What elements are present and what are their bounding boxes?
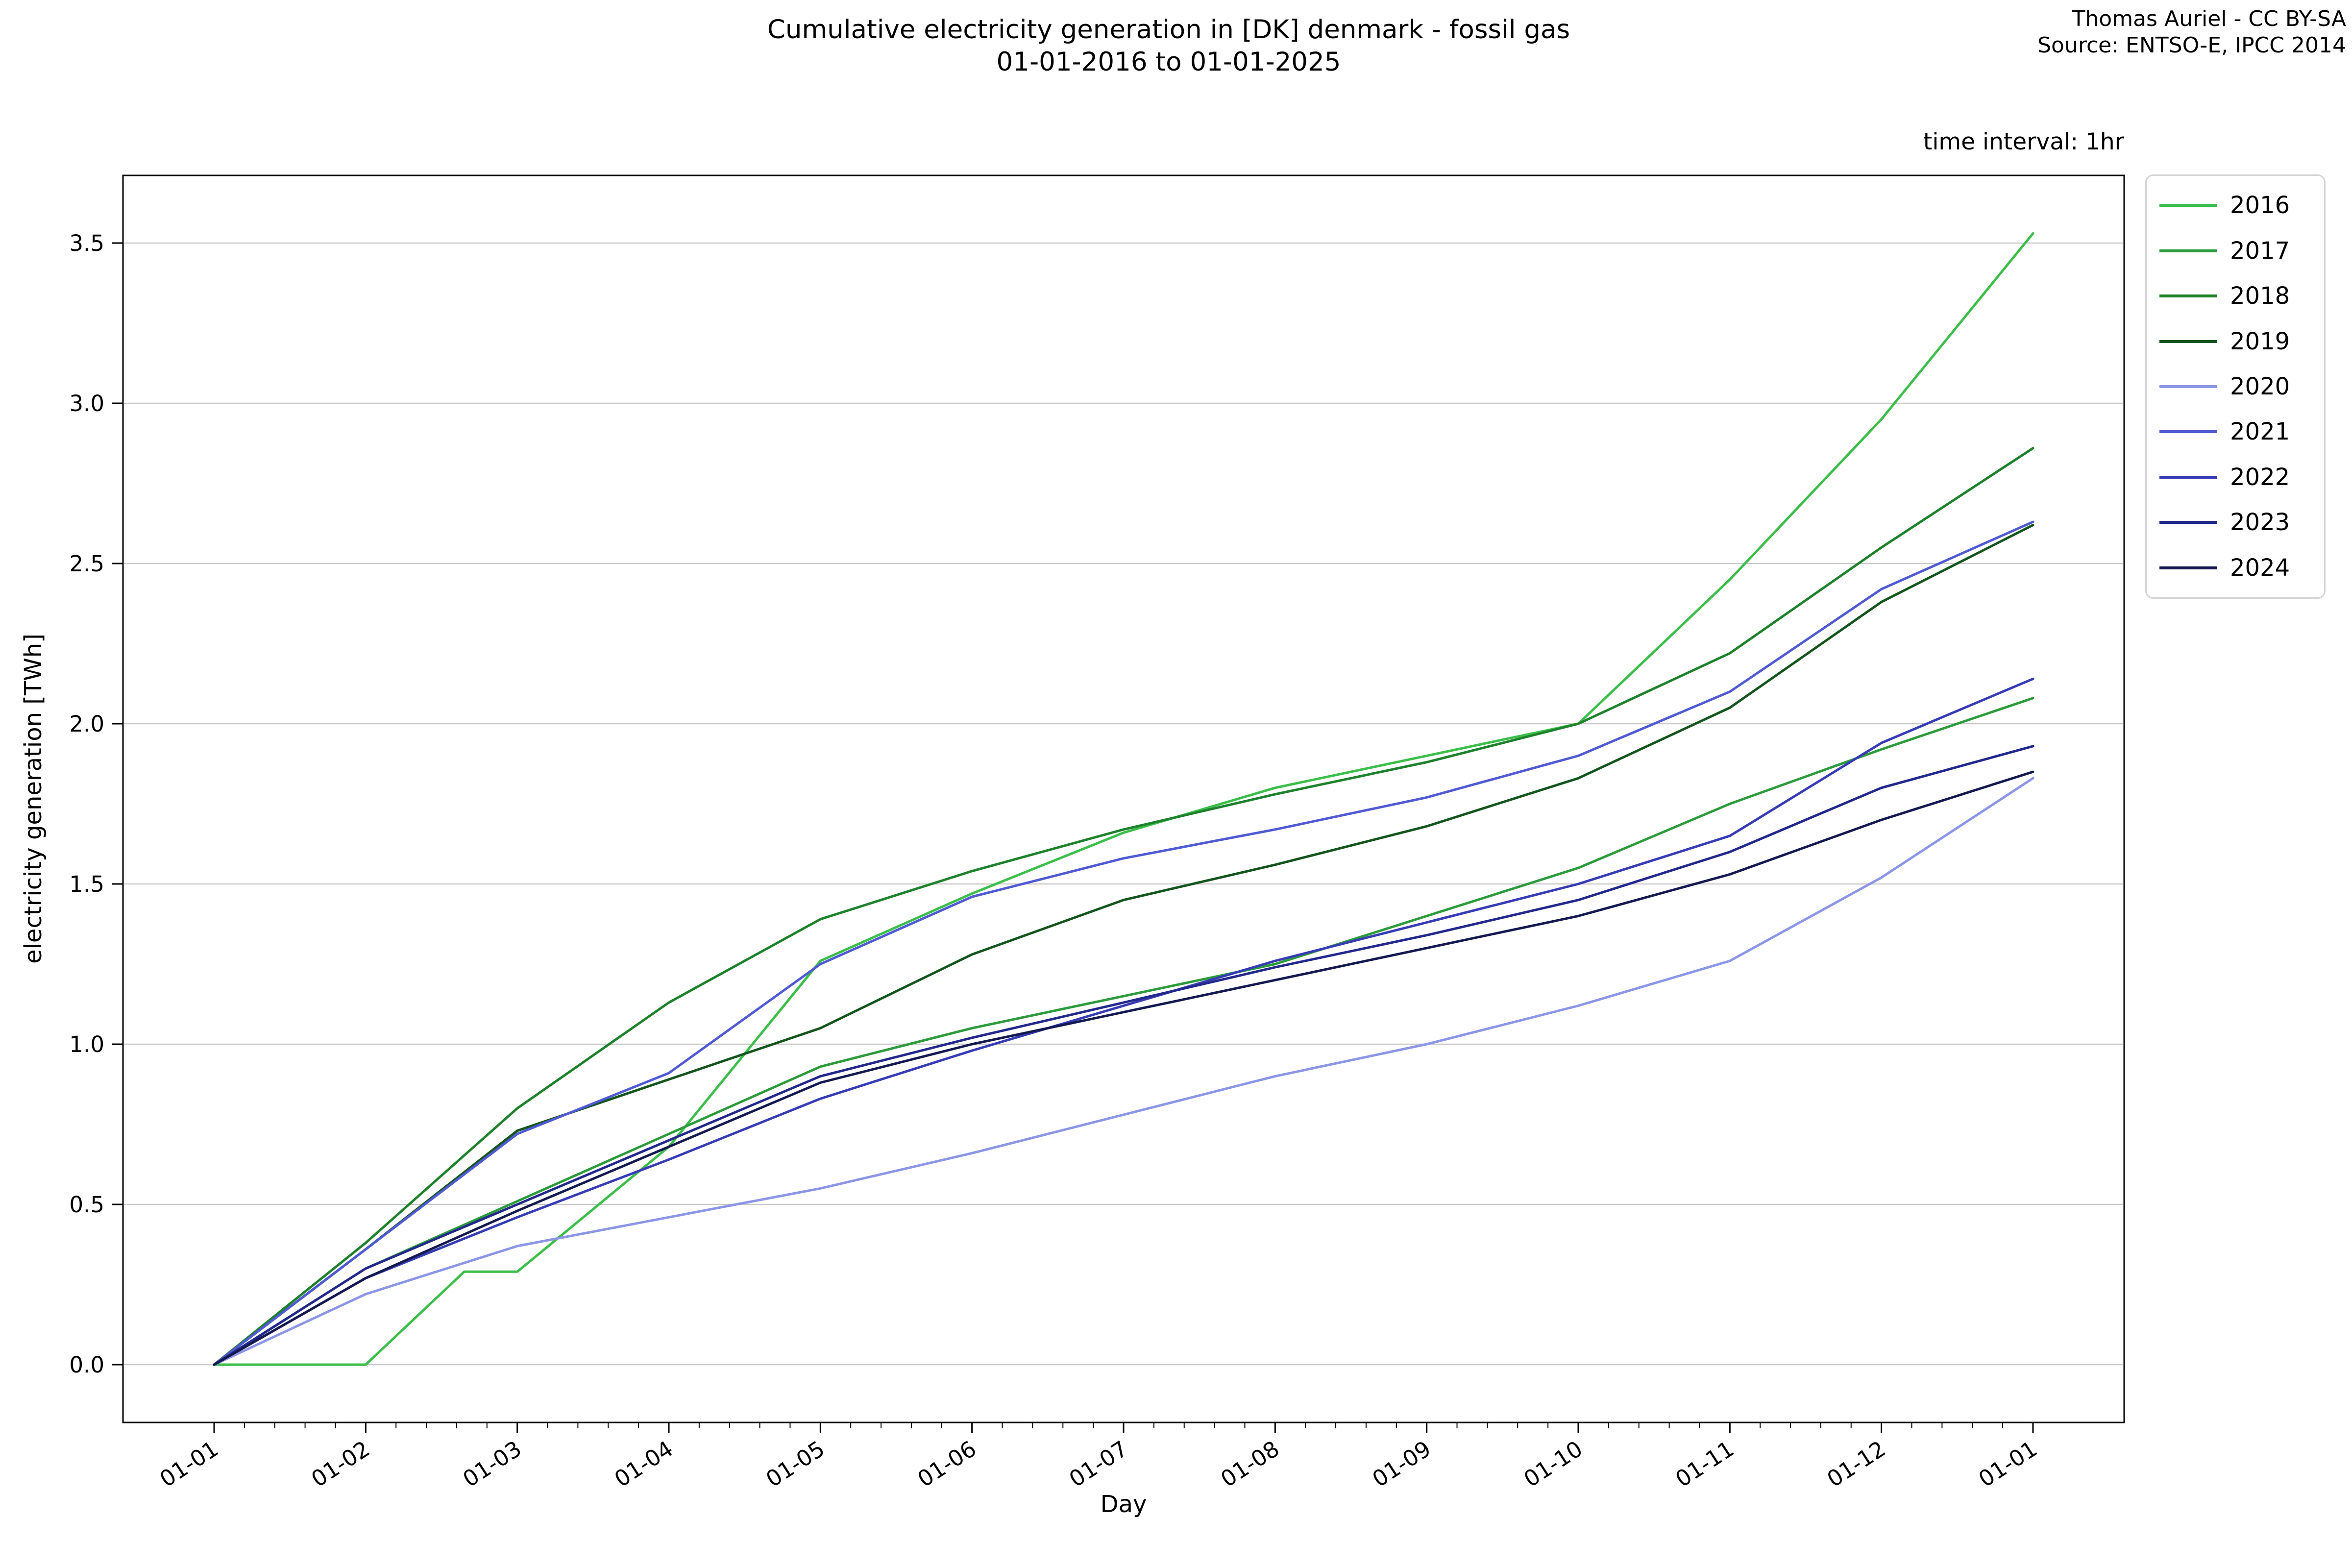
legend-item-2023: 2023 [2159,509,2311,536]
x-tick-label: 01-08 [1216,1436,1284,1493]
legend-item-2020: 2020 [2159,373,2311,400]
chart-title: Cumulative electricity generation in [DK… [767,14,1570,78]
x-tick-label: 01-01 [155,1436,223,1493]
y-tick-label: 1.5 [69,871,104,897]
data-line-2022 [213,677,2034,1366]
x-tick-label: 01-11 [1671,1436,1739,1493]
y-tick-label: 2.5 [69,551,104,577]
legend-label-2021: 2021 [2230,418,2290,446]
attribution-source: Source: ENTSO-E, IPCC 2014 [2037,33,2346,58]
x-tick-label: 01-05 [761,1436,830,1493]
chart-title-line1: Cumulative electricity generation in [DK… [767,15,1570,45]
legend-item-2019: 2019 [2159,328,2311,355]
plot-frame [122,174,2125,1423]
data-line-2018 [213,447,2034,1366]
x-tick-label: 01-10 [1519,1436,1587,1493]
x-tick-label: 01-04 [610,1436,678,1493]
legend-label-2017: 2017 [2230,237,2290,265]
data-line-2017 [213,697,2034,1366]
y-tick-label: 3.5 [69,230,104,256]
legend: 2016 2017 2018 2019 2020 2021 2022 2023 2024 [2145,174,2326,599]
x-tick-label: 01-01 [1974,1436,2042,1493]
legend-item-2016: 2016 [2159,192,2311,219]
x-tick-label: 01-02 [307,1436,375,1493]
legend-swatch-2021 [2159,430,2217,434]
legend-item-2024: 2024 [2159,554,2311,582]
legend-item-2021: 2021 [2159,418,2311,445]
legend-item-2017: 2017 [2159,237,2311,265]
data-line-2023 [213,745,2034,1366]
legend-swatch-2022 [2159,475,2217,479]
legend-item-2022: 2022 [2159,464,2311,491]
y-tick-label: 0.0 [69,1352,104,1378]
legend-label-2018: 2018 [2230,282,2290,310]
legend-label-2023: 2023 [2230,509,2290,537]
data-line-2019 [213,524,2034,1366]
legend-swatch-2016 [2159,204,2217,207]
data-line-2024 [213,770,2034,1366]
legend-label-2022: 2022 [2230,463,2290,491]
legend-label-2024: 2024 [2230,554,2290,582]
y-tick-label: 3.0 [69,391,104,416]
data-line-2016 [213,232,2034,1366]
x-axis-label: Day [1100,1491,1147,1518]
attribution-author: Thomas Auriel - CC BY-SA [2072,6,2346,31]
y-tick-label: 2.0 [69,711,104,737]
legend-swatch-2019 [2159,340,2217,343]
legend-label-2020: 2020 [2230,372,2290,400]
x-tick-label: 01-07 [1064,1436,1132,1493]
legend-label-2016: 2016 [2230,192,2290,220]
legend-swatch-2017 [2159,249,2217,252]
x-tick-label: 01-06 [913,1436,981,1493]
y-axis-label: electricity generation [TWh] [20,634,47,964]
data-line-2021 [213,520,2034,1366]
x-tick-label: 01-12 [1822,1436,1890,1493]
legend-label-2019: 2019 [2230,327,2290,355]
x-tick-label: 01-03 [458,1436,526,1493]
y-tick-label: 0.5 [69,1192,104,1218]
data-line-2020 [213,777,2034,1366]
x-tick-label: 01-09 [1368,1436,1436,1493]
legend-swatch-2024 [2159,566,2217,569]
legend-item-2018: 2018 [2159,282,2311,310]
legend-swatch-2023 [2159,521,2217,524]
y-tick-label: 1.0 [69,1031,104,1057]
time-interval-annotation: time interval: 1hr [1923,128,2124,155]
attribution: Thomas Auriel - CC BY-SA Source: ENTSO-E… [2037,6,2346,59]
legend-swatch-2020 [2159,385,2217,388]
chart-title-line2: 01-01-2016 to 01-01-2025 [996,47,1341,77]
legend-swatch-2018 [2159,294,2217,298]
